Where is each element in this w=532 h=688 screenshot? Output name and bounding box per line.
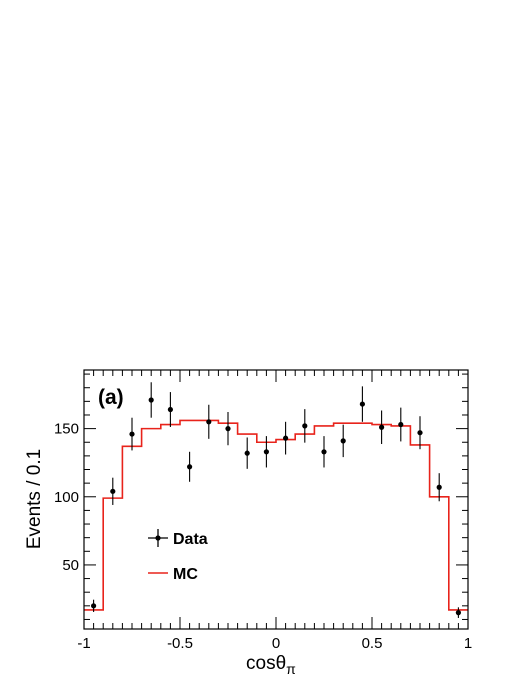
data-point	[167, 392, 173, 427]
data-point	[398, 407, 404, 442]
data-marker	[206, 419, 212, 425]
data-marker	[225, 426, 231, 432]
data-marker	[302, 423, 308, 429]
x-tick-label: 0.5	[362, 635, 383, 652]
data-points	[91, 382, 461, 618]
data-marker	[129, 431, 135, 437]
axis-ticks	[83, 370, 469, 629]
x-axis-title: cosθπ	[246, 653, 296, 677]
legend-data-marker	[155, 535, 161, 541]
data-point	[129, 417, 135, 451]
data-point	[359, 386, 365, 422]
data-marker	[417, 430, 423, 436]
legend-item-mc: MC	[148, 566, 198, 583]
data-point	[436, 473, 442, 502]
data-marker	[167, 406, 173, 413]
data-point	[302, 409, 308, 443]
data-marker	[91, 603, 97, 609]
x-axis-title-subscript: π	[286, 661, 296, 677]
data-marker	[359, 401, 365, 407]
x-tick-label: -0.5	[167, 635, 193, 652]
data-marker	[321, 449, 327, 455]
mc-step-line	[84, 419, 468, 611]
x-tick-label: 0	[272, 635, 280, 652]
data-point	[244, 437, 250, 469]
data-point	[263, 436, 269, 468]
data-point	[455, 607, 461, 618]
data-point	[225, 411, 231, 446]
x-tick-label: -1	[77, 635, 90, 652]
data-marker	[283, 435, 289, 441]
data-marker	[379, 424, 385, 430]
data-marker	[340, 438, 346, 444]
data-marker	[436, 484, 442, 490]
y-axis-title: Events / 0.1	[24, 449, 45, 549]
data-point	[187, 451, 193, 482]
legend-item-data: Data	[148, 529, 208, 548]
data-point	[283, 421, 289, 455]
x-axis-title-main: cosθ	[246, 653, 286, 674]
data-marker	[110, 488, 116, 494]
data-point	[417, 416, 423, 450]
data-marker	[187, 464, 193, 470]
plot-frame	[83, 369, 469, 630]
data-point	[91, 599, 97, 612]
data-marker	[455, 610, 461, 616]
mc-histogram	[84, 419, 468, 611]
y-tick-label: 50	[62, 557, 79, 574]
data-marker	[148, 397, 154, 403]
y-tick-label: 150	[54, 421, 79, 438]
panel-label: (a)	[98, 386, 124, 409]
legend-data-label: Data	[173, 531, 208, 548]
legend-mc-label: MC	[173, 566, 198, 583]
data-point	[340, 424, 346, 458]
data-point	[206, 404, 212, 439]
data-point	[148, 382, 154, 418]
data-marker	[263, 449, 269, 455]
data-point	[321, 436, 327, 468]
data-point	[110, 477, 116, 505]
legend: Data MC	[148, 529, 208, 583]
data-point	[379, 410, 385, 445]
data-marker	[398, 421, 404, 428]
data-marker	[244, 450, 250, 456]
y-tick-label: 100	[54, 489, 79, 506]
x-tick-label: 1	[464, 635, 472, 652]
